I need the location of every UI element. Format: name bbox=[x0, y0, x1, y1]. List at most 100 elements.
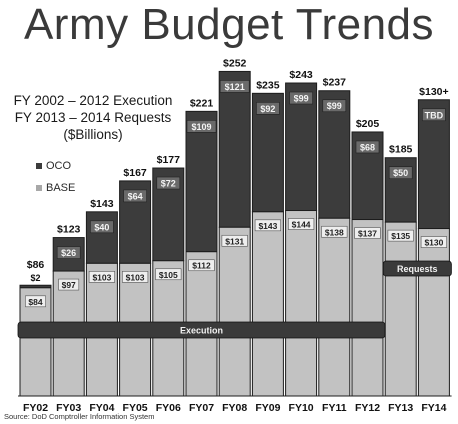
x-tick-fy03: FY03 bbox=[56, 402, 81, 414]
oco-label-tag-fy13 bbox=[388, 166, 413, 180]
total-label-fy02: $86 bbox=[27, 259, 45, 271]
x-tick-fy06: FY06 bbox=[156, 402, 181, 414]
oco-swatch bbox=[36, 163, 42, 169]
x-tick-fy12: FY12 bbox=[355, 402, 380, 414]
bar-base-fy13 bbox=[384, 221, 417, 397]
requests-banner bbox=[382, 260, 452, 277]
base-label-tag-fy02 bbox=[25, 295, 46, 308]
base-label-tag-fy13 bbox=[387, 229, 414, 242]
bar-base-fy11 bbox=[318, 217, 351, 397]
base-value-label-fy14: $130 bbox=[424, 238, 443, 248]
base-value-label-fy13: $135 bbox=[391, 231, 410, 241]
oco-label-tag-fy05 bbox=[123, 189, 147, 203]
oco-value-label-fy07: $109 bbox=[191, 122, 211, 132]
oco-label-tag-fy11 bbox=[322, 99, 347, 113]
x-tick-fy09: FY09 bbox=[255, 402, 280, 414]
source-note: Source: DoD Comptroller Information Syst… bbox=[4, 412, 155, 421]
chart-legend: OCO BASE bbox=[36, 160, 75, 204]
total-label-fy06: $177 bbox=[157, 154, 181, 166]
oco-value-label-fy13: $50 bbox=[393, 168, 408, 178]
base-value-label-fy03: $97 bbox=[62, 280, 76, 290]
total-label-fy05: $167 bbox=[123, 167, 147, 179]
base-label-tag-fy11 bbox=[321, 225, 348, 238]
execution-banner bbox=[17, 321, 386, 339]
oco-value-label-fy03: $26 bbox=[61, 248, 76, 258]
total-label-fy04: $143 bbox=[90, 198, 114, 210]
base-label-tag-fy05 bbox=[122, 271, 149, 283]
oco-value-label-fy05: $64 bbox=[128, 191, 143, 201]
total-label-fy09: $235 bbox=[256, 79, 280, 91]
oco-value-label-fy11: $99 bbox=[327, 101, 342, 111]
base-value-label-fy12: $137 bbox=[358, 229, 377, 239]
x-tick-fy02: FY02 bbox=[23, 402, 48, 414]
bar-base-fy12 bbox=[351, 219, 384, 397]
base-label-tag-fy07 bbox=[188, 259, 215, 272]
oco-label-tag-fy06 bbox=[156, 176, 181, 190]
requests-banner-label: Requests bbox=[397, 264, 438, 274]
base-label-tag-fy10 bbox=[287, 218, 315, 230]
base-value-label-fy08: $131 bbox=[225, 236, 244, 246]
bar-oco-fy04 bbox=[85, 211, 118, 264]
bar-base-fy10 bbox=[285, 210, 318, 397]
base-label-tag-fy04 bbox=[88, 271, 115, 283]
base-value-label-fy06: $105 bbox=[159, 270, 178, 280]
legend-item-oco: OCO bbox=[36, 160, 75, 172]
total-label-fy14: $130+ bbox=[419, 86, 449, 98]
total-label-fy07: $221 bbox=[190, 97, 214, 109]
base-label-tag-fy03 bbox=[58, 278, 80, 291]
x-tick-fy10: FY10 bbox=[289, 402, 314, 414]
base-value-label-fy10: $144 bbox=[292, 220, 311, 230]
base-value-label-fy05: $103 bbox=[126, 272, 145, 282]
bar-base-fy08 bbox=[218, 226, 251, 397]
oco-value-label-fy02: $2 bbox=[30, 273, 40, 283]
total-label-fy12: $205 bbox=[356, 118, 380, 130]
x-tick-fy05: FY05 bbox=[123, 402, 148, 414]
base-label-tag-fy06 bbox=[155, 268, 182, 281]
subtitle-line-1: FY 2002 – 2012 Execution bbox=[13, 93, 173, 108]
bar-oco-fy07 bbox=[185, 110, 218, 253]
base-value-label-fy09: $143 bbox=[258, 221, 277, 231]
oco-label-tag-fy03 bbox=[56, 246, 81, 259]
x-tick-fy13: FY13 bbox=[388, 402, 413, 414]
base-value-label-fy04: $103 bbox=[92, 272, 111, 282]
base-swatch bbox=[36, 185, 42, 191]
bar-oco-fy08 bbox=[218, 70, 251, 228]
oco-label-tag-fy10 bbox=[289, 91, 313, 105]
chart-title: Army Budget Trends bbox=[23, 0, 435, 49]
total-label-fy08: $252 bbox=[223, 57, 247, 69]
oco-value-label-fy06: $72 bbox=[161, 179, 176, 189]
oco-value-label-fy09: $92 bbox=[260, 104, 275, 114]
base-label-tag-fy12 bbox=[354, 227, 381, 239]
oco-label-tag-fy04 bbox=[90, 220, 114, 234]
x-tick-fy14: FY14 bbox=[421, 402, 446, 414]
x-tick-fy07: FY07 bbox=[189, 402, 214, 414]
subtitle-line-3: ($Billions) bbox=[63, 127, 123, 142]
oco-label-tag-fy09 bbox=[256, 102, 280, 115]
x-tick-fy11: FY11 bbox=[322, 402, 347, 414]
bar-base-fy14 bbox=[417, 228, 450, 397]
base-label-tag-fy14 bbox=[420, 236, 448, 248]
oco-label-tag-fy08 bbox=[219, 80, 250, 93]
oco-value-label-fy08: $121 bbox=[225, 82, 245, 92]
total-label-fy13: $185 bbox=[389, 144, 413, 156]
oco-value-label-fy10: $99 bbox=[294, 94, 309, 104]
legend-label-base: BASE bbox=[46, 182, 76, 194]
legend-label-oco: OCO bbox=[46, 160, 72, 172]
base-label-tag-fy09 bbox=[254, 219, 282, 232]
legend-item-base: BASE bbox=[36, 182, 75, 194]
subtitle-line-2: FY 2013 – 2014 Requests bbox=[14, 110, 172, 125]
oco-label-tag-fy07 bbox=[186, 120, 217, 133]
oco-label-tag-fy12 bbox=[355, 140, 380, 154]
oco-value-label-fy04: $40 bbox=[94, 222, 109, 232]
base-value-label-fy07: $112 bbox=[192, 261, 211, 271]
execution-banner-label: Execution bbox=[180, 326, 223, 336]
total-label-fy11: $237 bbox=[323, 77, 347, 89]
chart-subtitle: FY 2002 – 2012 Execution FY 2013 – 2014 … bbox=[8, 92, 178, 143]
base-label-tag-fy08 bbox=[221, 234, 248, 247]
x-tick-fy08: FY08 bbox=[222, 402, 247, 414]
total-label-fy03: $123 bbox=[57, 224, 81, 236]
base-value-label-fy11: $138 bbox=[325, 227, 344, 237]
bar-base-fy09 bbox=[251, 211, 284, 397]
oco-label-tag-fy14 bbox=[422, 108, 446, 122]
